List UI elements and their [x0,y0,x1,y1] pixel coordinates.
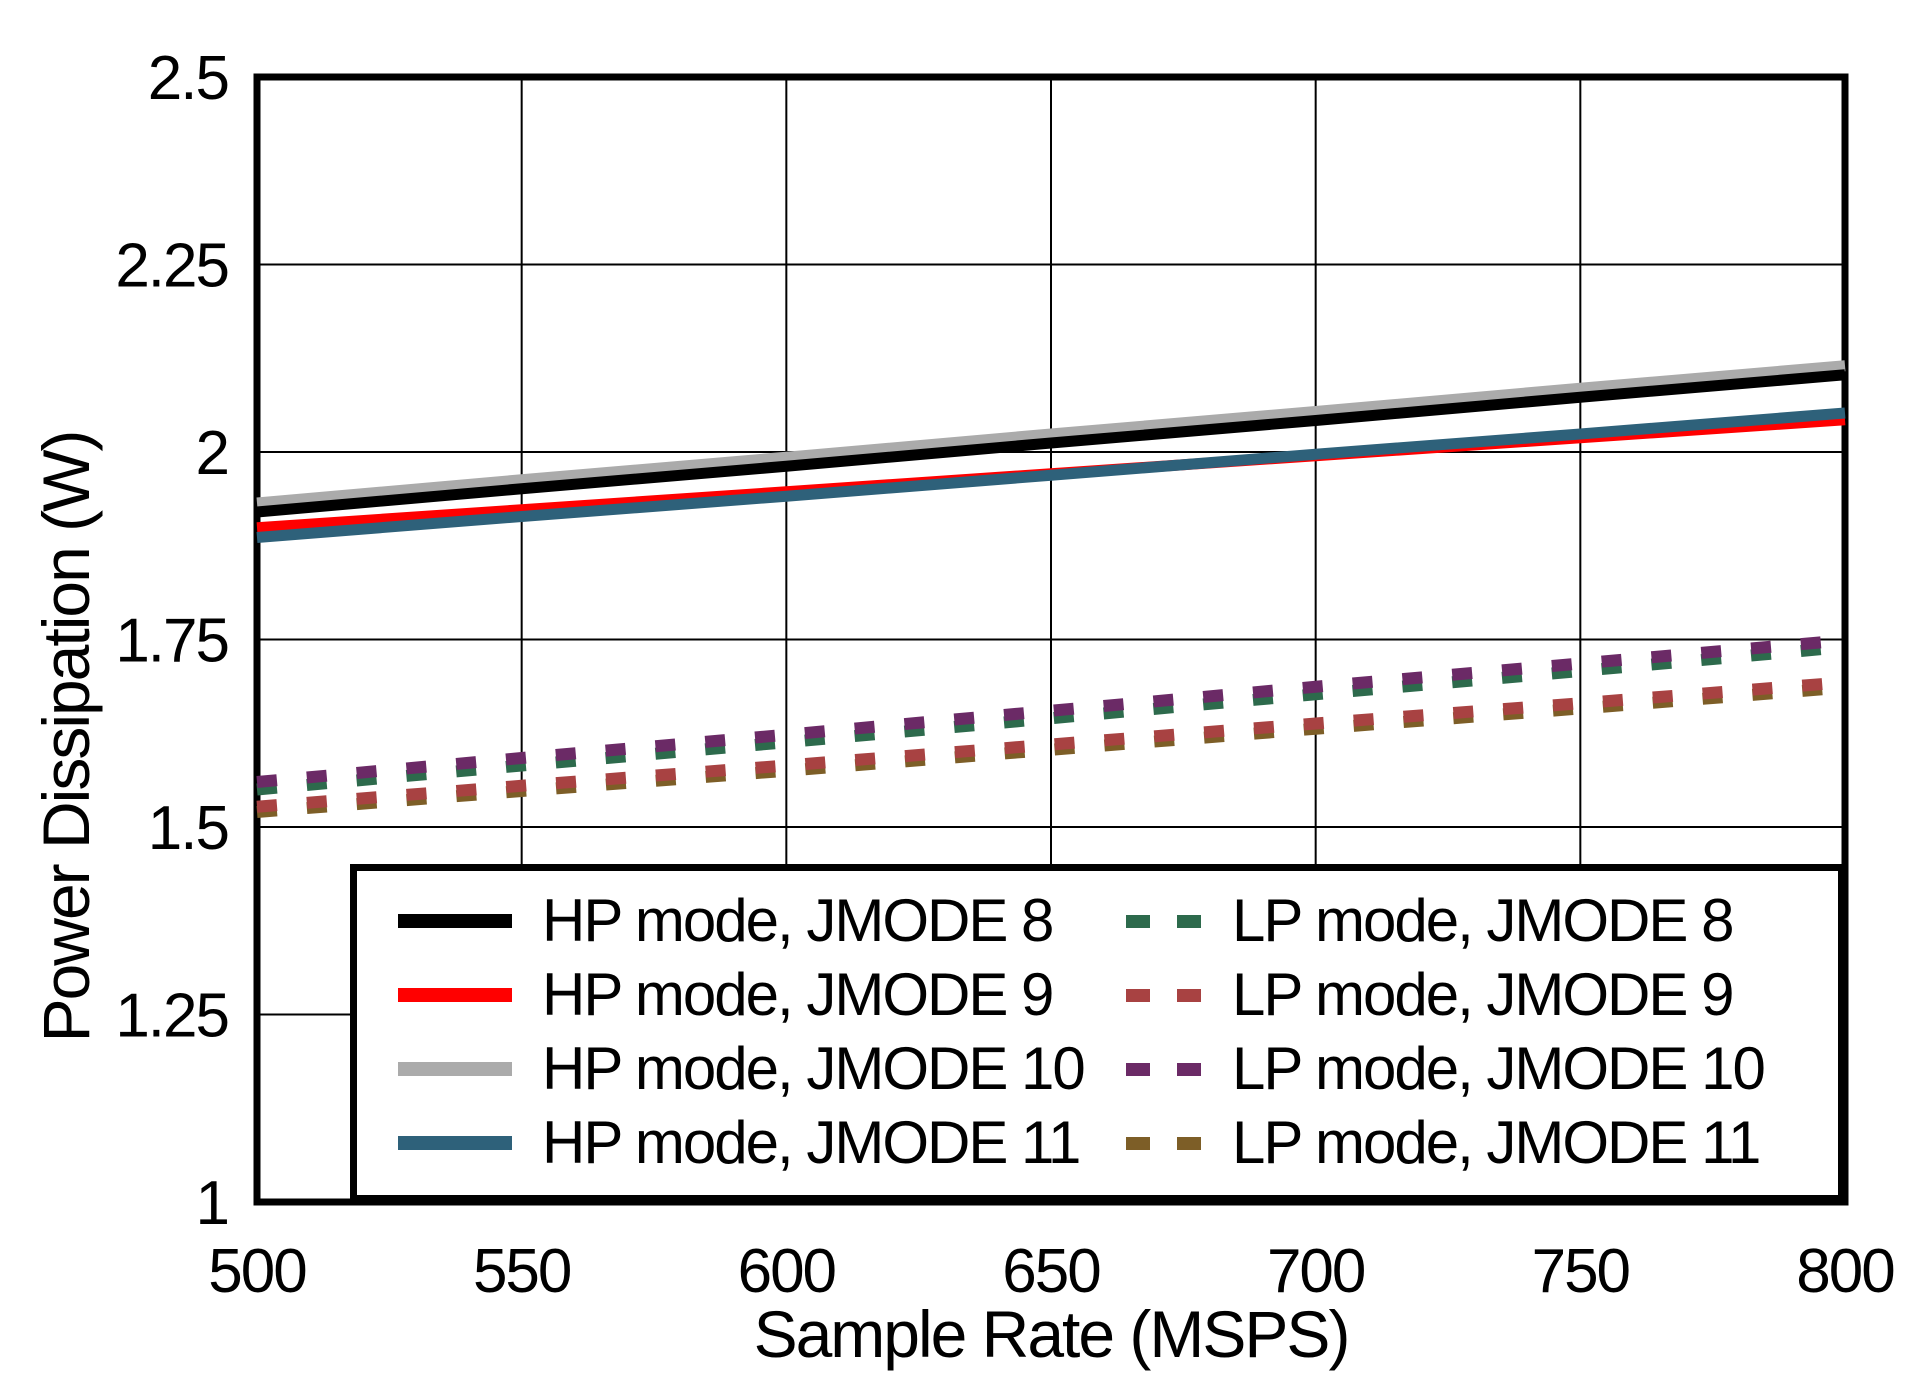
legend-swatch-hp8 [398,914,512,928]
legend-box: HP mode, JMODE 8 LP mode, JMODE 8 HP mode,… [350,864,1845,1202]
legend-label-lp9: LP mode, JMODE 9 [1232,961,1734,1028]
legend-row: HP mode, JMODE 9 LP mode, JMODE 9 [398,961,1838,1029]
legend-label-hp9: HP mode, JMODE 9 [542,961,1054,1028]
series-line-lp10 [256,634,1846,788]
series-line-hp11 [256,407,1846,543]
plot-border [253,73,1849,1206]
legend-swatch-hp11 [398,1136,512,1150]
legend-row: HP mode, JMODE 11 LP mode, JMODE 11 [398,1109,1838,1177]
y-tick-label: 2 [196,419,228,488]
legend-label-hp8: HP mode, JMODE 8 [542,887,1054,954]
legend-swatch-lp8 [1126,914,1202,928]
y-tick-label: 1.25 [115,982,228,1051]
x-tick-label: 600 [738,1237,836,1306]
x-tick-label: 750 [1532,1237,1630,1306]
x-tick-label: 700 [1267,1237,1365,1306]
legend-label-lp11: LP mode, JMODE 11 [1232,1109,1761,1176]
legend-label-lp10: LP mode, JMODE 10 [1232,1035,1766,1102]
legend-label-hp10: HP mode, JMODE 10 [542,1035,1086,1102]
series-line-lp9 [256,676,1846,813]
series-line-lp8 [256,641,1846,796]
legend-swatch-hp10 [398,1062,512,1076]
legend-row: HP mode, JMODE 8 LP mode, JMODE 8 [398,887,1838,955]
x-tick-label: 550 [473,1237,571,1306]
y-tick-label: 2.5 [148,44,228,113]
legend-label-lp8: LP mode, JMODE 8 [1232,887,1734,954]
legend-swatch-lp9 [1126,988,1202,1002]
y-tick-label: 1 [196,1169,228,1238]
legend-swatch-lp10 [1126,1062,1202,1076]
legend-swatch-lp11 [1126,1136,1202,1150]
series-line-hp8 [256,369,1846,518]
y-tick-label: 1.75 [115,607,228,676]
y-axis-title: Power Dissipation (W) [29,431,103,1043]
legend-swatch-hp9 [398,988,512,1002]
x-tick-label: 800 [1796,1237,1894,1306]
series-line-hp10 [256,360,1846,509]
x-axis-title: Sample Rate (MSPS) [753,1297,1351,1371]
x-tick-label: 500 [208,1237,306,1306]
legend-row: HP mode, JMODE 10 LP mode, JMODE 10 [398,1035,1838,1103]
x-tick-label: 650 [1002,1237,1100,1306]
y-tick-label: 1.5 [148,794,228,863]
y-tick-label: 2.25 [115,232,228,301]
legend-label-hp11: HP mode, JMODE 11 [542,1109,1081,1176]
